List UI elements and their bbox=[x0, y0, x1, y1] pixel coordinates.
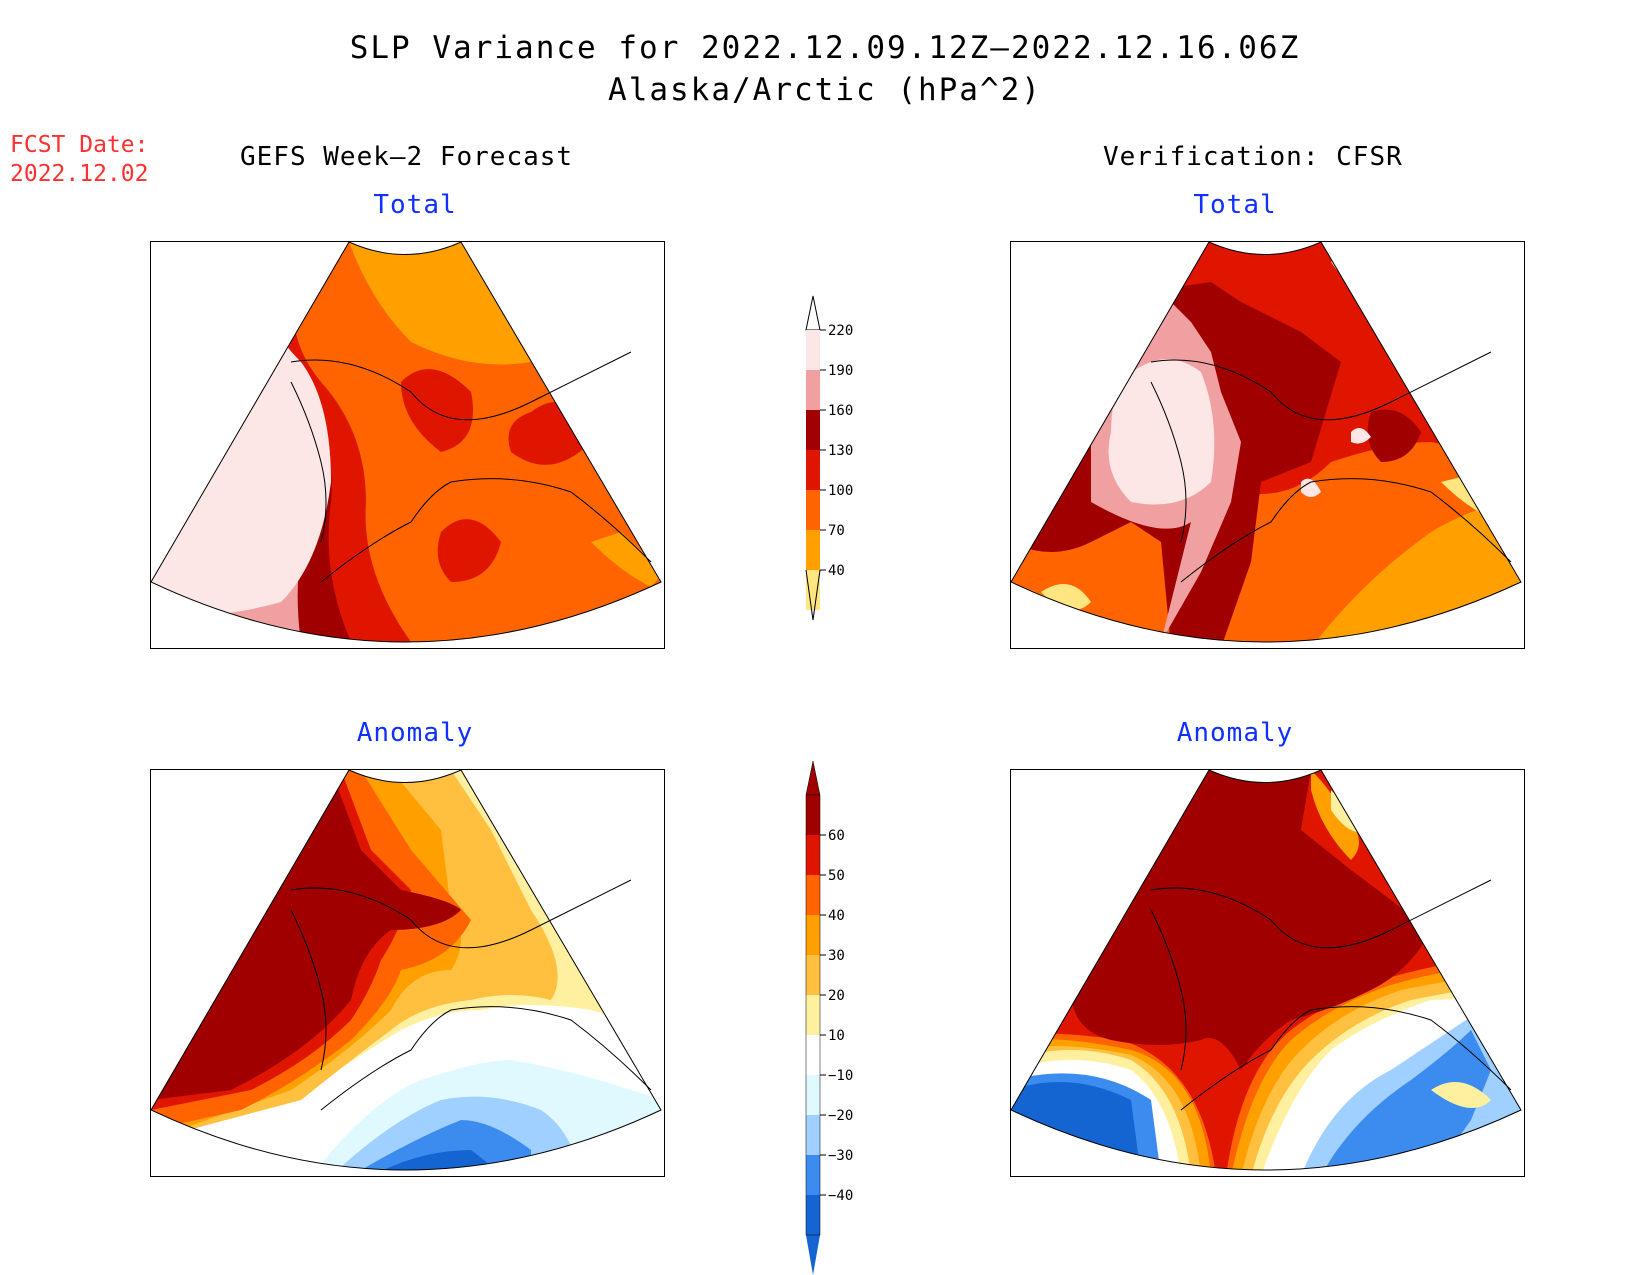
colorbar-band bbox=[806, 530, 820, 570]
colorbar-bottom-arrow bbox=[806, 1235, 820, 1275]
fcst-date-value: 2022.12.02 bbox=[10, 161, 149, 187]
colorbar-tick-label: 10 bbox=[828, 1028, 845, 1044]
colorbar-band bbox=[806, 1115, 820, 1155]
colorbar-band bbox=[806, 915, 820, 955]
verification-total-label: Total bbox=[1193, 190, 1277, 220]
colorbar-band bbox=[806, 955, 820, 995]
colorbar-top-arrow bbox=[805, 295, 821, 331]
colorbar-band bbox=[806, 835, 820, 875]
colorbar-tick-label: −30 bbox=[828, 1148, 853, 1164]
colorbar-tick-label: 130 bbox=[828, 443, 853, 459]
colorbar-band bbox=[806, 570, 820, 610]
colorbar-band bbox=[806, 1075, 820, 1115]
fcst-date-label: FCST Date: bbox=[10, 132, 149, 158]
colorbar-top-arrow bbox=[805, 760, 821, 796]
colorbar-tick-label: −20 bbox=[828, 1108, 853, 1124]
total-colorbar: 220 190 160 130 100 70 40 bbox=[798, 280, 878, 621]
colorbar-band bbox=[806, 490, 820, 530]
verification-total-map bbox=[1010, 241, 1525, 649]
colorbar-band bbox=[806, 370, 820, 410]
verification-column-header: Verification: CFSR bbox=[1103, 142, 1403, 172]
colorbar-band bbox=[806, 1155, 820, 1195]
forecast-column-header: GEFS Week–2 Forecast bbox=[240, 142, 574, 172]
colorbar-band bbox=[806, 450, 820, 490]
colorbar-tick-label: 40 bbox=[828, 908, 845, 924]
colorbar-band bbox=[806, 795, 820, 835]
verification-anomaly-map bbox=[1010, 769, 1525, 1177]
forecast-anomaly-label: Anomaly bbox=[356, 718, 474, 748]
map-subtitle: Alaska/Arctic (hPa^2) bbox=[608, 72, 1042, 108]
colorbar-tick-label: 190 bbox=[828, 363, 853, 379]
colorbar-bottom-arrow bbox=[805, 569, 821, 621]
colorbar-tick-label: −40 bbox=[828, 1188, 853, 1204]
colorbar-outline bbox=[805, 794, 821, 1236]
colorbar-tick-label: 160 bbox=[828, 403, 853, 419]
colorbar-tick-label: −10 bbox=[828, 1068, 853, 1084]
colorbar-tick-label: 40 bbox=[828, 563, 845, 579]
anomaly-colorbar: 60 50 40 30 20 10 −10 −20 −30 −40 bbox=[798, 755, 878, 1275]
colorbar-band bbox=[806, 410, 820, 450]
total-colorbar-svg: 220 190 160 130 100 70 40 bbox=[805, 295, 853, 621]
colorbar-tick-label: 70 bbox=[828, 523, 845, 539]
colorbar-band bbox=[806, 330, 820, 370]
colorbar-tick-label: 100 bbox=[828, 483, 853, 499]
colorbar-tick-label: 50 bbox=[828, 868, 845, 884]
map-title: SLP Variance for 2022.12.09.12Z–2022.12.… bbox=[349, 30, 1301, 66]
forecast-total-map bbox=[150, 241, 665, 649]
colorbar-tick-label: 20 bbox=[828, 988, 845, 1004]
anomaly-colorbar-svg: 60 50 40 30 20 10 −10 −20 −30 −40 bbox=[805, 760, 853, 1275]
colorbar-tick-label: 60 bbox=[828, 828, 845, 844]
verification-anomaly-label: Anomaly bbox=[1176, 718, 1294, 748]
forecast-total-label: Total bbox=[373, 190, 457, 220]
colorbar-band bbox=[806, 875, 820, 915]
colorbar-band bbox=[806, 1195, 820, 1235]
forecast-anomaly-map bbox=[150, 769, 665, 1177]
colorbar-tick-label: 220 bbox=[828, 323, 853, 339]
colorbar-tick-label: 30 bbox=[828, 948, 845, 964]
colorbar-band bbox=[806, 1035, 820, 1075]
colorbar-band bbox=[806, 995, 820, 1035]
